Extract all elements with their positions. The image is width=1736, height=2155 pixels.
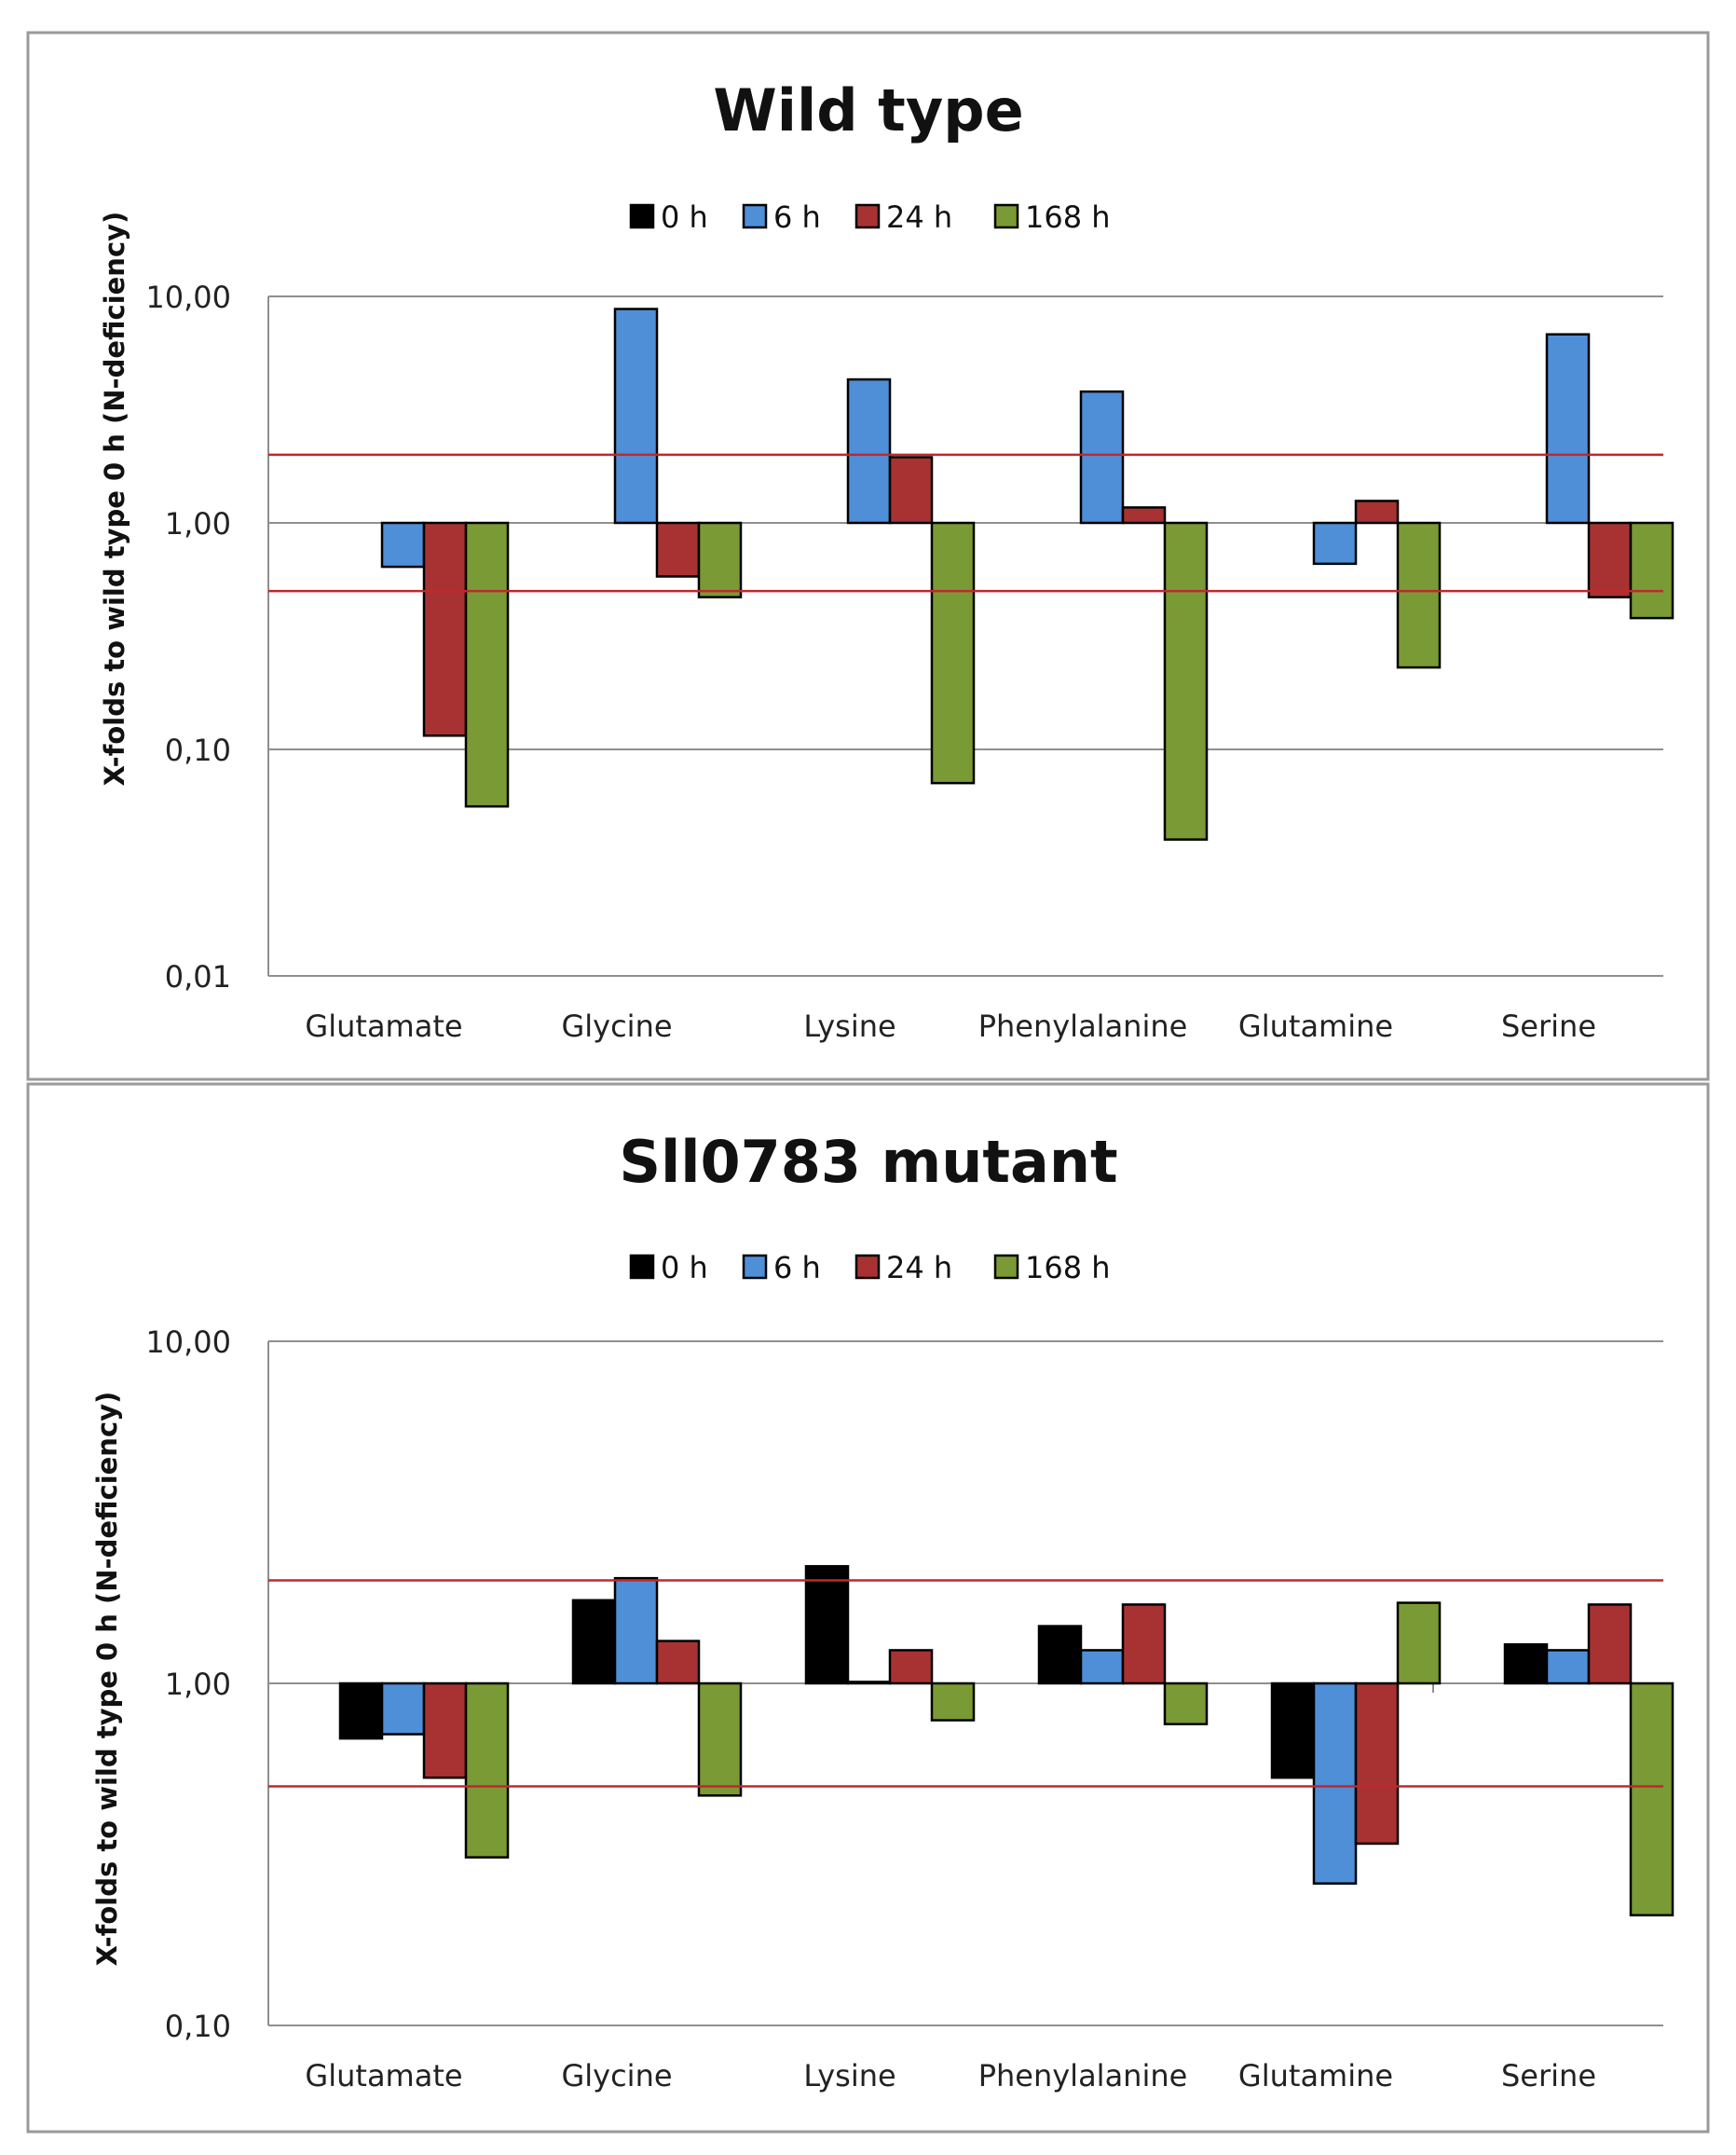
- bar-6h-phenylalanine: [1079, 1649, 1125, 1685]
- bar-168h-lysine: [930, 521, 976, 785]
- panel-frame: [26, 31, 1710, 1081]
- bar-168h-glycine: [697, 1681, 743, 1797]
- bar-6h-glutamine: [1312, 1681, 1358, 1885]
- x-categories: Glutamate Glycine Lysine Phenylalanine G…: [305, 1009, 1596, 1044]
- legend-swatch-2: [854, 203, 881, 229]
- legend-label-1: 6 h: [773, 199, 821, 235]
- legend-label-1: 6 h: [773, 1250, 821, 1285]
- x-tick-label: Serine: [1501, 1009, 1596, 1044]
- x-categories: Glutamate Glycine Lysine Phenylalanine G…: [305, 2058, 1596, 2093]
- bar-24h-serine: [1587, 1603, 1633, 1685]
- bar-24h-glutamate: [422, 1681, 468, 1779]
- bar-24h-glycine: [655, 1640, 701, 1685]
- bar-0h-glutamine: [1270, 1681, 1316, 1779]
- y-axis-title: X-folds to wild type 0 h (N-deficiency): [99, 212, 130, 787]
- legend-label-3: 168 h: [1025, 1250, 1111, 1285]
- legend-label-0: 0 h: [661, 1250, 708, 1285]
- bar-168h-glutamate: [464, 521, 510, 808]
- chart-title: Sll0783 mutant: [619, 1128, 1117, 1196]
- bar-0h-glutamate: [338, 1681, 384, 1740]
- bar-6h-glycine: [613, 308, 659, 525]
- y-tick-label: 10,00: [145, 1325, 231, 1360]
- bar-6h-phenylalanine: [1079, 390, 1125, 525]
- bar-24h-glutamine: [1354, 500, 1400, 525]
- bar-24h-phenylalanine: [1121, 506, 1167, 525]
- bar-168h-glutamate: [464, 1681, 510, 1859]
- x-tick-label: Lysine: [803, 1009, 895, 1044]
- legend: 0 h 6 h 24 h 168 h: [629, 1250, 1111, 1285]
- x-tick-label: Glutamate: [305, 1009, 462, 1044]
- y-tick-label: 0,01: [165, 959, 231, 995]
- x-tick-label: Phenylalanine: [978, 1009, 1188, 1044]
- panel-wild-type: Wild type 0 h 6 h 24 h 168 h X-folds to …: [26, 31, 1710, 1081]
- bar-168h-serine: [1629, 1681, 1674, 1916]
- legend-swatch-1: [742, 1254, 768, 1280]
- bar-168h-glycine: [697, 521, 743, 598]
- bar-6h-glutamate: [380, 1681, 426, 1736]
- bar-168h-phenylalanine: [1163, 1681, 1209, 1725]
- y-tick-label: 1,00: [165, 506, 231, 542]
- y-tick-label: 1,00: [165, 1667, 231, 1702]
- bar-24h-serine: [1587, 521, 1633, 598]
- legend-label-0: 0 h: [661, 199, 708, 235]
- bar-0h-serine: [1503, 1642, 1549, 1685]
- bar-6h-lysine: [846, 1681, 892, 1685]
- x-tick-label: Glutamine: [1238, 2058, 1393, 2093]
- plot-area: [267, 295, 1674, 977]
- x-tick-label: Lysine: [803, 2058, 895, 2093]
- legend-swatch-2: [854, 1254, 881, 1280]
- legend-swatch-0: [629, 203, 655, 229]
- bar-168h-serine: [1629, 521, 1674, 620]
- y-tick-label: 0,10: [165, 2009, 231, 2044]
- x-tick-label: Glycine: [561, 1009, 672, 1044]
- legend-label-2: 24 h: [886, 1250, 952, 1285]
- bar-24h-glycine: [655, 521, 701, 578]
- x-tick-label: Glycine: [561, 2058, 672, 2093]
- bar-168h-lysine: [930, 1681, 976, 1722]
- bar-6h-glycine: [613, 1576, 659, 1685]
- bar-168h-phenylalanine: [1163, 521, 1209, 841]
- bar-6h-glutamate: [380, 521, 426, 569]
- legend: 0 h 6 h 24 h 168 h: [629, 199, 1111, 235]
- chart-title: Wild type: [713, 76, 1023, 144]
- bar-0h-glycine: [571, 1599, 617, 1685]
- y-tick-label: 0,10: [165, 733, 231, 768]
- legend-label-3: 168 h: [1025, 199, 1111, 235]
- bar-0h-phenylalanine: [1037, 1625, 1083, 1685]
- legend-swatch-1: [742, 203, 768, 229]
- y-axis-title: X-folds to wild type 0 h (N-deficiency): [91, 1392, 123, 1967]
- bar-24h-glutamine: [1354, 1681, 1400, 1846]
- legend-swatch-3: [993, 203, 1019, 229]
- bar-6h-serine: [1545, 333, 1591, 525]
- bar-24h-phenylalanine: [1121, 1603, 1167, 1685]
- x-tick-label: Glutamine: [1238, 1009, 1393, 1044]
- bar-24h-glutamate: [422, 521, 468, 737]
- bar-6h-glutamine: [1312, 521, 1358, 566]
- panel-sll0783-mutant: Sll0783 mutant 0 h 6 h 24 h 168 h X-fold…: [26, 1082, 1710, 2134]
- bar-0h-lysine: [804, 1565, 850, 1685]
- bar-168h-glutamine: [1396, 521, 1442, 669]
- x-tick-label: Phenylalanine: [978, 2058, 1188, 2093]
- y-tick-label: 10,00: [145, 280, 231, 315]
- x-tick-label: Serine: [1501, 2058, 1596, 2093]
- legend-label-2: 24 h: [886, 199, 952, 235]
- x-tick-label: Glutamate: [305, 2058, 462, 2093]
- y-ticks: 10,00 1,00 0,10 0,01: [145, 280, 231, 995]
- panel-frame: [26, 1082, 1710, 2134]
- y-ticks: 10,00 1,00 0,10: [145, 1325, 231, 2044]
- legend-swatch-3: [993, 1254, 1019, 1280]
- bar-6h-lysine: [846, 377, 892, 525]
- bar-24h-lysine: [888, 456, 934, 525]
- plot-area: [267, 1340, 1674, 2026]
- bar-168h-glutamine: [1396, 1601, 1442, 1685]
- bar-6h-serine: [1545, 1649, 1591, 1685]
- bar-24h-lysine: [888, 1649, 934, 1685]
- legend-swatch-0: [629, 1254, 655, 1280]
